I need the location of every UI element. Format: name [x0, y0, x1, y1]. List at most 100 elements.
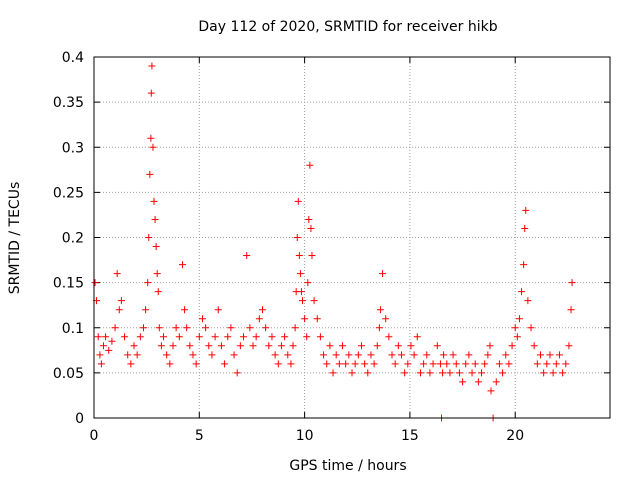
data-point — [527, 324, 535, 332]
data-point — [416, 369, 424, 377]
data-point — [99, 342, 107, 350]
data-point — [146, 170, 154, 178]
data-point — [559, 369, 567, 377]
data-point — [246, 324, 254, 332]
data-point — [305, 215, 313, 223]
data-point — [335, 360, 343, 368]
data-point — [255, 315, 263, 323]
x-axis-label: GPS time / hours — [289, 458, 406, 474]
data-point — [249, 342, 257, 350]
data-point — [465, 351, 473, 359]
data-point — [152, 243, 160, 251]
data-point — [348, 369, 356, 377]
data-point — [181, 306, 189, 314]
data-point — [375, 324, 383, 332]
data-point — [160, 333, 168, 341]
data-point — [468, 369, 476, 377]
y-tick-label: 0.35 — [53, 95, 84, 111]
data-point — [227, 324, 235, 332]
data-point — [555, 351, 563, 359]
data-point — [310, 297, 318, 305]
data-point — [536, 351, 544, 359]
data-point — [388, 351, 396, 359]
chart-title: Day 112 of 2020, SRMTID for receiver hik… — [198, 19, 497, 35]
data-point — [524, 297, 532, 305]
data-point — [163, 351, 171, 359]
data-point — [522, 206, 530, 214]
data-point — [136, 333, 144, 341]
data-point — [97, 360, 105, 368]
data-point — [150, 197, 158, 205]
data-point — [117, 297, 125, 305]
data-point — [115, 306, 123, 314]
data-point — [217, 342, 225, 350]
x-tick-label: 20 — [506, 428, 524, 444]
data-point — [224, 333, 232, 341]
data-point — [291, 324, 299, 332]
y-tick-label: 0 — [75, 411, 84, 427]
y-tick-label: 0.15 — [53, 276, 84, 292]
data-point — [401, 369, 409, 377]
y-tick-label: 0.1 — [62, 321, 84, 337]
data-point — [484, 351, 492, 359]
data-point — [546, 351, 554, 359]
data-point — [342, 360, 350, 368]
data-point — [345, 351, 353, 359]
data-point — [404, 360, 412, 368]
data-points — [91, 62, 576, 422]
x-tick-label: 5 — [195, 428, 204, 444]
data-point — [439, 369, 447, 377]
data-point — [382, 315, 390, 323]
data-point — [230, 351, 238, 359]
x-tick-label: 10 — [296, 428, 314, 444]
data-point — [307, 224, 315, 232]
data-point — [492, 378, 500, 386]
data-point — [295, 252, 303, 260]
data-point — [243, 252, 251, 260]
data-point — [153, 270, 161, 278]
data-point — [205, 342, 213, 350]
data-point — [370, 360, 378, 368]
data-point — [268, 333, 276, 341]
data-point — [373, 342, 381, 350]
data-point — [316, 333, 324, 341]
data-point — [271, 351, 279, 359]
data-point — [462, 360, 470, 368]
data-point — [178, 261, 186, 269]
y-axis-label: SRMTID / TECUs — [7, 182, 23, 295]
data-point — [308, 252, 316, 260]
data-point — [455, 369, 463, 377]
data-point — [357, 342, 365, 350]
data-point — [214, 306, 222, 314]
data-point — [155, 324, 163, 332]
data-point — [233, 369, 241, 377]
data-point — [511, 324, 519, 332]
data-point — [121, 333, 129, 341]
data-point — [379, 270, 387, 278]
data-point — [91, 279, 99, 287]
data-point — [354, 351, 362, 359]
data-point — [151, 215, 159, 223]
data-point — [433, 342, 441, 350]
data-point — [252, 333, 260, 341]
data-point — [361, 360, 369, 368]
data-point — [397, 351, 405, 359]
data-point — [166, 360, 174, 368]
data-point — [420, 360, 428, 368]
data-point — [113, 270, 121, 278]
data-point — [284, 351, 292, 359]
tick-labels: 0 0.05 0.1 0.15 0.2 0.25 0.3 0.35 0.4 0 5 10 15 20 — [53, 50, 524, 444]
data-point — [520, 261, 528, 269]
data-point — [265, 342, 273, 350]
data-point — [474, 378, 482, 386]
y-tick-label: 0.25 — [53, 185, 84, 201]
grid-lines — [94, 57, 610, 418]
data-point — [326, 342, 334, 350]
y-tick-label: 0.4 — [62, 50, 84, 66]
data-point — [508, 342, 516, 350]
data-point — [549, 369, 557, 377]
data-point — [127, 360, 135, 368]
data-point — [486, 342, 494, 350]
